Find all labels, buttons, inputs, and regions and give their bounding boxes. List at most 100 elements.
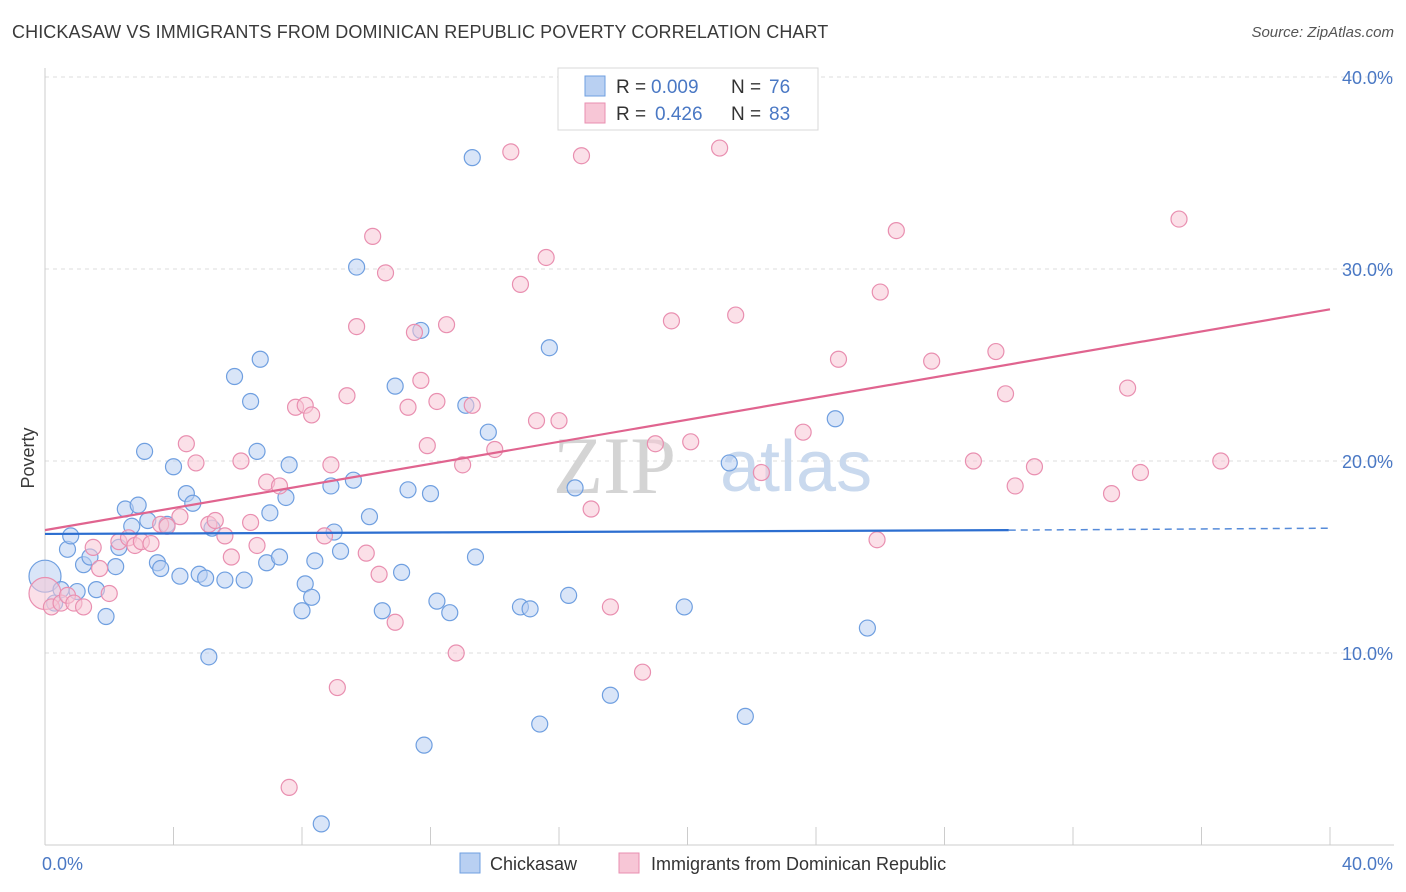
point-s0-29 xyxy=(225,367,244,386)
point-s1-25 xyxy=(248,536,266,555)
point-s1-34 xyxy=(328,678,346,697)
point-s1-48 xyxy=(447,644,465,662)
point-s1-43 xyxy=(405,323,424,341)
point-s1-7 xyxy=(91,559,109,578)
point-s1-49 xyxy=(454,456,472,474)
point-s0-69 xyxy=(601,686,620,704)
x-tick-labels: 0.0% 40.0% xyxy=(42,854,1393,874)
point-s1-76 xyxy=(1006,477,1024,495)
point-s0-72 xyxy=(736,707,754,725)
point-s0-32 xyxy=(248,442,266,460)
point-s1-33 xyxy=(322,456,340,474)
watermark-atlas: atlas xyxy=(720,427,872,507)
point-s0-56 xyxy=(421,485,440,503)
point-s1-75 xyxy=(996,385,1015,403)
point-s1-60 xyxy=(633,663,652,681)
point-s0-21 xyxy=(171,567,189,585)
point-s1-50 xyxy=(463,396,481,414)
point-s1-45 xyxy=(418,437,436,455)
point-s0-65 xyxy=(531,715,549,733)
y-axis-label: Poverty xyxy=(18,427,38,488)
point-s1-46 xyxy=(428,392,446,411)
trend-line-s0 xyxy=(44,529,1009,536)
point-s0-71 xyxy=(720,454,738,472)
point-s0-52 xyxy=(392,563,411,581)
point-s1-69 xyxy=(868,531,886,549)
y-tick-label-1: 20.0% xyxy=(1342,452,1393,472)
point-s1-32 xyxy=(315,527,334,545)
point-s0-31 xyxy=(242,392,260,411)
point-s0-25 xyxy=(197,569,215,587)
point-s1-81 xyxy=(1170,210,1188,228)
point-s0-49 xyxy=(360,508,379,526)
point-s1-39 xyxy=(370,565,388,583)
point-s1-41 xyxy=(386,613,404,631)
point-s0-28 xyxy=(216,571,234,589)
point-s1-65 xyxy=(727,306,745,324)
x-tick-label-1: 40.0% xyxy=(1342,854,1393,874)
point-s1-54 xyxy=(527,412,546,430)
point-s0-51 xyxy=(386,377,404,395)
legend-r-value-1: 0.426 xyxy=(655,104,703,125)
point-s1-63 xyxy=(682,433,700,451)
point-s1-77 xyxy=(1025,458,1044,476)
axes xyxy=(44,68,1394,846)
point-s1-36 xyxy=(348,318,366,336)
point-s0-73 xyxy=(826,410,844,428)
point-s1-52 xyxy=(502,143,520,161)
legend-swatch-dominican xyxy=(584,102,606,124)
point-s0-10 xyxy=(107,557,125,576)
point-s0-38 xyxy=(280,456,298,474)
point-s1-67 xyxy=(794,423,812,441)
point-s1-71 xyxy=(887,222,905,240)
chart-source: Source: ZipAtlas.com xyxy=(1251,24,1394,41)
point-s0-64 xyxy=(521,600,539,618)
legend-r-value-0: 0.009 xyxy=(651,77,699,98)
point-s1-82 xyxy=(1212,452,1230,470)
point-s1-21 xyxy=(216,527,234,545)
stats-legend: R = 0.009 N = 76 R = 0.426 N = 83 xyxy=(557,67,819,131)
series-legend: Chickasaw Immigrants from Dominican Repu… xyxy=(459,852,946,874)
point-s0-20 xyxy=(164,458,183,476)
point-s0-42 xyxy=(306,552,324,570)
legend-n-value-1: 83 xyxy=(769,104,790,125)
point-s0-60 xyxy=(463,149,481,167)
point-s1-70 xyxy=(871,283,889,301)
point-s0-57 xyxy=(428,592,446,610)
point-s1-5 xyxy=(74,598,93,616)
legend-n-value-0: 76 xyxy=(769,77,790,98)
point-s1-22 xyxy=(222,548,240,566)
point-s0-14 xyxy=(129,496,147,514)
point-s1-20 xyxy=(206,511,224,530)
point-s0-66 xyxy=(540,339,558,357)
point-s1-6 xyxy=(84,538,102,557)
series-swatch-dominican xyxy=(618,852,640,874)
legend-r-label-0: R = xyxy=(616,77,646,98)
point-s0-62 xyxy=(479,423,497,441)
trend-line-s1 xyxy=(44,308,1331,532)
point-s1-78 xyxy=(1102,485,1121,503)
point-s1-59 xyxy=(601,598,620,616)
watermark-zip: ZIP xyxy=(553,420,676,511)
legend-n-label-0: N = xyxy=(731,77,761,98)
point-s0-47 xyxy=(344,471,362,489)
legend-swatch-chickasaw xyxy=(584,75,606,97)
point-s1-42 xyxy=(399,398,417,416)
point-s1-13 xyxy=(142,534,160,553)
trend-lines xyxy=(44,308,1331,536)
point-s0-30 xyxy=(235,571,253,589)
point-s1-73 xyxy=(964,452,983,470)
series-label-dominican: Immigrants from Dominican Republic xyxy=(651,854,946,874)
y-tick-label-2: 30.0% xyxy=(1342,260,1393,280)
point-s1-74 xyxy=(987,342,1005,361)
point-s0-39 xyxy=(293,602,311,620)
point-s0-58 xyxy=(441,604,459,622)
point-s0-74 xyxy=(858,619,877,637)
y-tick-labels: 10.0% 20.0% 30.0% 40.0% xyxy=(1342,68,1393,664)
point-s0-36 xyxy=(270,548,289,566)
chart-title: CHICKASAW VS IMMIGRANTS FROM DOMINICAN R… xyxy=(12,22,829,42)
point-s1-56 xyxy=(550,412,568,430)
point-s1-23 xyxy=(232,452,250,470)
point-s1-51 xyxy=(486,440,504,459)
